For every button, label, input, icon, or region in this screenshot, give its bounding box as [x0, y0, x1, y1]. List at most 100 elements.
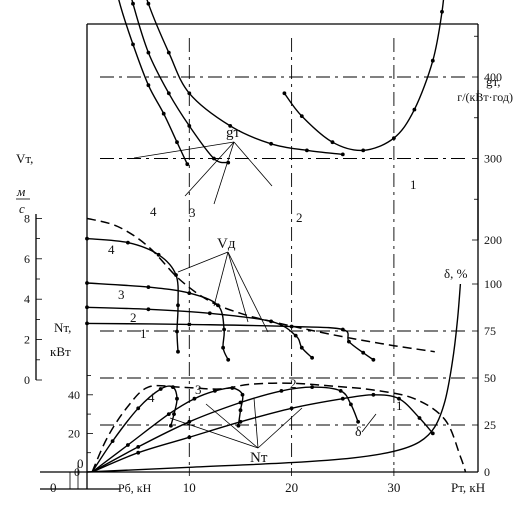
n-curve-4-point — [158, 387, 163, 391]
n-curve-3-point — [236, 423, 241, 428]
v-curve-1-point — [340, 327, 345, 332]
n-curve-2-point — [279, 389, 284, 393]
n-curve-4-point — [175, 396, 179, 401]
gear-label-n1: 1 — [396, 398, 403, 413]
g-curve-1-point — [412, 107, 417, 112]
gear-label-v4: 4 — [108, 242, 115, 257]
gear-label-g3: 3 — [189, 205, 196, 220]
slip-curve-label: δ — [355, 425, 362, 440]
v-curve-3-point — [85, 281, 89, 285]
x-tick-label-30: 30 — [387, 480, 400, 495]
specific-fuel-label: gт, — [486, 74, 500, 89]
g-leader-4 — [133, 141, 235, 159]
g-group-label: gт — [226, 125, 241, 141]
slip-tick-label-0: 0 — [484, 465, 490, 479]
g-tick-label-500: 500 — [484, 0, 502, 3]
g-curve-3-point — [146, 50, 151, 55]
n-curve-3-point — [240, 392, 245, 397]
g-curve-4-point — [131, 42, 135, 47]
n-curve-1-point — [417, 416, 422, 420]
v-curve-4-point — [126, 240, 130, 245]
n-curve-3-point — [166, 412, 171, 416]
g-curve-2-point — [305, 148, 309, 153]
n-curve-1-point — [187, 435, 192, 440]
g-curve-2-point — [269, 141, 273, 146]
gear-label-n4: 4 — [148, 390, 155, 405]
n-leader-3 — [205, 403, 259, 449]
specific-fuel-unit: г/(кВт·год) — [457, 90, 513, 104]
g-curve-1-point — [361, 148, 366, 153]
v-curve-1 — [86, 322, 374, 361]
g-curve-4-point — [185, 162, 190, 167]
slip-leader — [361, 413, 377, 433]
x-tick-label-20: 20 — [285, 480, 298, 495]
n-curve-2-point — [356, 419, 360, 424]
n-curve-1-point — [397, 396, 401, 401]
gear-label-v1: 1 — [140, 326, 147, 341]
velocity-tick-label-0: 0 — [24, 373, 30, 387]
n-curve-4-point — [172, 412, 176, 416]
g-tick-label-400: 400 — [484, 70, 502, 84]
n-curve-2-point — [136, 445, 141, 449]
power-tick-label-0: 0 — [74, 465, 80, 479]
chart-frame — [35, 23, 479, 490]
g-curve-4-point — [175, 140, 179, 145]
g-curve-2-point — [340, 152, 345, 157]
n-curve-2-point — [338, 389, 343, 393]
g-curve-1-point — [330, 140, 335, 145]
g-curve-1-point — [430, 58, 435, 63]
v-curve-1-point — [361, 350, 366, 355]
power-axis-label: Nт, — [54, 320, 71, 335]
annotation-leaders — [133, 141, 377, 449]
power-axis-unit: кВт — [50, 344, 71, 359]
velocity-axis-label: Vт, — [16, 151, 33, 166]
v-curve-2-point — [293, 333, 298, 338]
ticks: 10203002468020402003004005000255075100 — [24, 0, 502, 495]
n-curve-1 — [91, 394, 434, 473]
n-curve-1-point — [430, 431, 435, 436]
gridlines — [100, 38, 470, 468]
g-curve-1-point — [392, 136, 396, 141]
gear-label-v3: 3 — [118, 287, 125, 302]
g-curve-2-point — [228, 124, 233, 128]
v-curve-1-point — [85, 321, 89, 326]
v-curve-2-point — [310, 355, 314, 360]
n-curve-2-point — [310, 385, 314, 389]
g-leader-2 — [213, 141, 235, 205]
v-leader-1 — [227, 251, 269, 333]
n-curve-4-point — [136, 406, 141, 411]
n-curve-3-point — [192, 396, 197, 401]
x-axis-negative-label: Pб, кН — [118, 481, 152, 495]
v-curve-2-point — [299, 345, 304, 350]
v-curve-4 — [86, 237, 179, 352]
n-curve-3-point — [238, 408, 243, 413]
v-curve-2-point — [146, 307, 151, 312]
v-curve-3-point — [146, 285, 151, 289]
v-curve-4-point — [176, 349, 180, 354]
g-curve-3-point — [131, 1, 135, 6]
v-group-label: Vд — [217, 236, 236, 252]
v-curve-3-point — [226, 357, 231, 362]
v-curve-3-point — [187, 291, 192, 295]
v-curve-4-point — [156, 252, 161, 257]
g-curve-2-point — [166, 50, 171, 55]
g-curve-1-point — [282, 91, 287, 96]
slip-axis-label: δ, % — [444, 266, 468, 281]
v-curve-3-point — [221, 345, 226, 350]
slip-tick-label-50: 50 — [484, 371, 496, 385]
g-curve-1-point — [440, 9, 444, 14]
v-leader-4 — [177, 251, 229, 273]
gear-label-v2: 2 — [130, 310, 137, 325]
g-curve-3-point — [212, 156, 216, 161]
gear-label-g2: 2 — [296, 210, 303, 225]
v-curve-2 — [86, 306, 313, 359]
slip-curve — [86, 283, 462, 473]
n-curve-3-point — [213, 389, 217, 393]
x-axis-negative-zero: 0 — [50, 480, 57, 495]
n-curve-4-point — [110, 439, 115, 443]
velocity-tick-label-2: 2 — [24, 333, 30, 347]
gear-label-g1: 1 — [410, 177, 417, 192]
n-leader-2 — [253, 397, 259, 449]
series-layer — [85, 0, 467, 473]
